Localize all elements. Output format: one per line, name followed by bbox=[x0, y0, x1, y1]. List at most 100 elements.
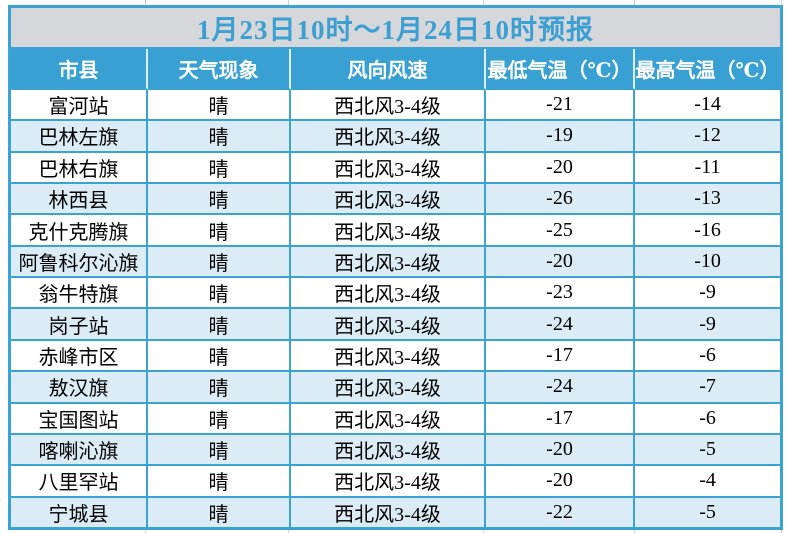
gridline bbox=[145, 530, 146, 533]
weather-cell: 晴 bbox=[148, 466, 291, 498]
wind-cell: 西北风3-4级 bbox=[291, 215, 486, 247]
forecast-table-container: 1月23日10时～1月24日10时预报 市县 天气现象 风向风速 最低气温（℃）… bbox=[8, 5, 783, 530]
table-row: 克什克腾旗 晴 西北风3-4级 -25 -16 bbox=[11, 215, 781, 247]
weather-cell: 晴 bbox=[148, 246, 291, 279]
station-cell: 赤峰市区 bbox=[11, 340, 148, 373]
min-temp-cell: -17 bbox=[486, 340, 635, 373]
station-cell: 敖汉旗 bbox=[11, 372, 148, 404]
wind-cell: 西北风3-4级 bbox=[291, 152, 486, 184]
wind-cell: 西北风3-4级 bbox=[291, 246, 486, 279]
column-header-weather: 天气现象 bbox=[148, 49, 291, 90]
wind-cell: 西北风3-4级 bbox=[291, 403, 486, 435]
table-row: 巴林左旗 晴 西北风3-4级 -19 -12 bbox=[11, 121, 781, 153]
station-cell: 翁牛特旗 bbox=[11, 278, 148, 310]
station-cell: 林西县 bbox=[11, 184, 148, 216]
min-temp-cell: -19 bbox=[486, 121, 635, 153]
max-temp-cell: -14 bbox=[635, 89, 781, 122]
wind-cell: 西北风3-4级 bbox=[291, 372, 486, 404]
min-temp-cell: -20 bbox=[486, 152, 635, 184]
wind-cell: 西北风3-4级 bbox=[291, 278, 486, 310]
forecast-title: 1月23日10时～1月24日10时预报 bbox=[11, 8, 781, 50]
max-temp-cell: -5 bbox=[635, 434, 781, 467]
wind-cell: 西北风3-4级 bbox=[291, 89, 486, 122]
wind-cell: 西北风3-4级 bbox=[291, 497, 486, 527]
gridline bbox=[634, 530, 635, 533]
table-row: 富河站 晴 西北风3-4级 -21 -14 bbox=[11, 89, 781, 122]
min-temp-cell: -17 bbox=[486, 403, 635, 435]
table-row: 赤峰市区 晴 西北风3-4级 -17 -6 bbox=[11, 340, 781, 373]
max-temp-cell: -5 bbox=[635, 497, 781, 527]
spreadsheet-row-below bbox=[0, 530, 789, 533]
station-cell: 八里罕站 bbox=[11, 466, 148, 498]
wind-cell: 西北风3-4级 bbox=[291, 184, 486, 216]
weather-cell: 晴 bbox=[148, 434, 291, 467]
column-header-row: 市县 天气现象 风向风速 最低气温（℃） 最高气温（℃） bbox=[11, 49, 781, 90]
min-temp-cell: -22 bbox=[486, 497, 635, 527]
station-cell: 岗子站 bbox=[11, 309, 148, 341]
gridline bbox=[145, 0, 146, 5]
gridline bbox=[781, 530, 782, 533]
max-temp-cell: -9 bbox=[635, 309, 781, 341]
gridline bbox=[288, 0, 289, 5]
station-cell: 喀喇沁旗 bbox=[11, 434, 148, 467]
min-temp-cell: -24 bbox=[486, 372, 635, 404]
station-cell: 富河站 bbox=[11, 89, 148, 122]
table-row: 宝国图站 晴 西北风3-4级 -17 -6 bbox=[11, 403, 781, 435]
max-temp-cell: -11 bbox=[635, 152, 781, 184]
wind-cell: 西北风3-4级 bbox=[291, 466, 486, 498]
max-temp-cell: -6 bbox=[635, 403, 781, 435]
column-header-max-temp: 最高气温（℃） bbox=[635, 49, 781, 90]
gridline bbox=[483, 530, 484, 533]
gridline bbox=[288, 530, 289, 533]
max-temp-cell: -7 bbox=[635, 372, 781, 404]
table-row: 阿鲁科尔沁旗 晴 西北风3-4级 -20 -10 bbox=[11, 246, 781, 279]
table-row: 岗子站 晴 西北风3-4级 -24 -9 bbox=[11, 309, 781, 341]
max-temp-cell: -9 bbox=[635, 278, 781, 310]
min-temp-cell: -24 bbox=[486, 309, 635, 341]
max-temp-cell: -4 bbox=[635, 466, 781, 498]
column-header-station: 市县 bbox=[11, 49, 148, 90]
table-row: 翁牛特旗 晴 西北风3-4级 -23 -9 bbox=[11, 278, 781, 310]
max-temp-cell: -12 bbox=[635, 121, 781, 153]
weather-cell: 晴 bbox=[148, 309, 291, 341]
forecast-table: 1月23日10时～1月24日10时预报 市县 天气现象 风向风速 最低气温（℃）… bbox=[11, 8, 781, 527]
min-temp-cell: -25 bbox=[486, 215, 635, 247]
weather-cell: 晴 bbox=[148, 152, 291, 184]
table-row: 巴林右旗 晴 西北风3-4级 -20 -11 bbox=[11, 152, 781, 184]
column-header-wind: 风向风速 bbox=[291, 49, 486, 90]
min-temp-cell: -20 bbox=[486, 246, 635, 279]
table-row: 八里罕站 晴 西北风3-4级 -20 -4 bbox=[11, 466, 781, 498]
wind-cell: 西北风3-4级 bbox=[291, 434, 486, 467]
min-temp-cell: -21 bbox=[486, 89, 635, 122]
max-temp-cell: -13 bbox=[635, 184, 781, 216]
wind-cell: 西北风3-4级 bbox=[291, 309, 486, 341]
min-temp-cell: -20 bbox=[486, 466, 635, 498]
weather-cell: 晴 bbox=[148, 372, 291, 404]
wind-cell: 西北风3-4级 bbox=[291, 340, 486, 373]
gridline bbox=[781, 0, 782, 5]
column-header-min-temp: 最低气温（℃） bbox=[486, 49, 635, 90]
weather-cell: 晴 bbox=[148, 278, 291, 310]
station-cell: 巴林左旗 bbox=[11, 121, 148, 153]
station-cell: 阿鲁科尔沁旗 bbox=[11, 246, 148, 279]
gridline bbox=[483, 0, 484, 5]
wind-cell: 西北风3-4级 bbox=[291, 121, 486, 153]
weather-cell: 晴 bbox=[148, 215, 291, 247]
min-temp-cell: -23 bbox=[486, 278, 635, 310]
min-temp-cell: -26 bbox=[486, 184, 635, 216]
station-cell: 宝国图站 bbox=[11, 403, 148, 435]
weather-cell: 晴 bbox=[148, 403, 291, 435]
table-row: 宁城县 晴 西北风3-4级 -22 -5 bbox=[11, 497, 781, 527]
weather-cell: 晴 bbox=[148, 497, 291, 527]
gridline bbox=[634, 0, 635, 5]
table-row: 敖汉旗 晴 西北风3-4级 -24 -7 bbox=[11, 372, 781, 404]
max-temp-cell: -10 bbox=[635, 246, 781, 279]
weather-cell: 晴 bbox=[148, 184, 291, 216]
weather-cell: 晴 bbox=[148, 89, 291, 122]
max-temp-cell: -6 bbox=[635, 340, 781, 373]
station-cell: 克什克腾旗 bbox=[11, 215, 148, 247]
station-cell: 巴林右旗 bbox=[11, 152, 148, 184]
title-row: 1月23日10时～1月24日10时预报 bbox=[11, 8, 781, 50]
weather-cell: 晴 bbox=[148, 121, 291, 153]
